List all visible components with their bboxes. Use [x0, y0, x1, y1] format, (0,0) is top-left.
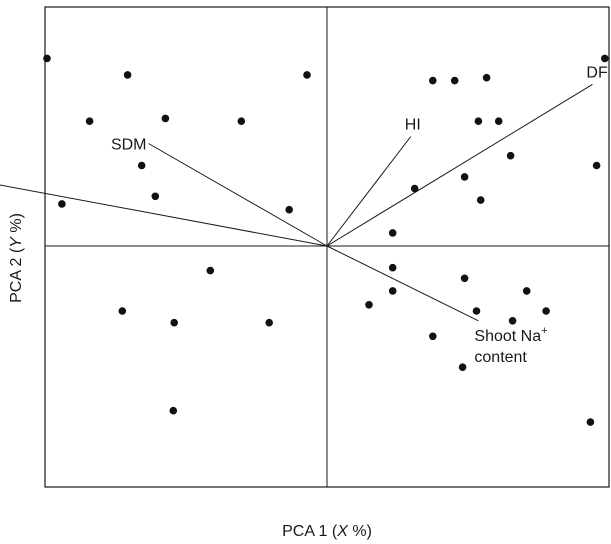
- score-point-32: [118, 307, 127, 315]
- score-point-8: [85, 117, 94, 125]
- score-point-23: [388, 229, 397, 237]
- score-point-7: [601, 54, 609, 63]
- score-point-14: [137, 161, 146, 170]
- score-point-36: [429, 332, 437, 341]
- score-point-12: [494, 117, 503, 125]
- score-point-21: [285, 205, 294, 214]
- y-axis-title: PCA 2 (Y %): [8, 213, 25, 303]
- score-point-31: [542, 307, 550, 315]
- score-point-20: [151, 192, 160, 201]
- score-point-39: [586, 418, 595, 426]
- score-point-16: [592, 161, 601, 170]
- score-point-26: [460, 274, 469, 283]
- score-point-19: [58, 200, 66, 208]
- score-point-18: [410, 184, 419, 193]
- score-point-37: [458, 363, 467, 372]
- score-point-3: [303, 71, 311, 79]
- score-points: [43, 54, 609, 426]
- score-point-28: [522, 287, 531, 295]
- score-point-22: [476, 196, 485, 204]
- score-point-34: [265, 318, 274, 327]
- score-point-15: [506, 151, 515, 160]
- score-point-2: [123, 71, 132, 79]
- score-point-25: [388, 263, 397, 272]
- score-point-6: [450, 76, 459, 85]
- vector-df: [326, 83, 593, 247]
- score-point-17: [460, 173, 469, 181]
- score-point-11: [474, 117, 483, 125]
- score-point-30: [472, 307, 481, 315]
- score-point-35: [508, 317, 517, 325]
- score-point-5: [482, 73, 491, 82]
- score-point-27: [388, 287, 397, 295]
- x-axis-title: PCA 1 (X %): [282, 523, 372, 540]
- score-point-38: [169, 406, 178, 415]
- vector-sdm: [148, 143, 328, 247]
- vector-shoot-na: [326, 245, 479, 322]
- vector-label-hi: HI: [405, 117, 421, 134]
- score-point-1: [43, 54, 51, 63]
- vector-rrmr: [0, 184, 328, 247]
- score-point-33: [170, 318, 178, 327]
- score-point-4: [429, 76, 437, 85]
- vector-hi: [326, 136, 412, 247]
- vector-label-df: DF: [586, 64, 608, 81]
- score-point-24: [206, 266, 215, 275]
- loading-vectors: RRMRSDMHIDFShoot Na+content: [0, 64, 608, 366]
- vector-label-shoot-na: Shoot Na+ content: [474, 325, 547, 366]
- score-point-10: [237, 117, 246, 125]
- score-point-9: [161, 114, 170, 123]
- score-point-29: [365, 301, 373, 309]
- vector-label-sdm: SDM: [111, 137, 147, 154]
